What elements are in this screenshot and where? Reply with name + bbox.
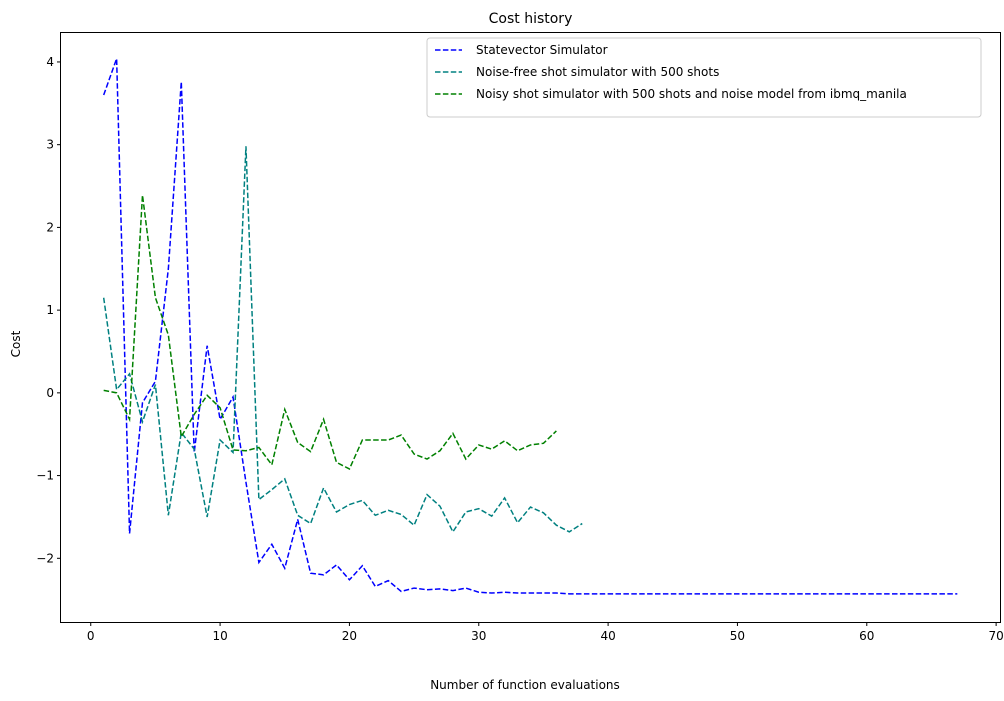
x-tick-label: 10	[212, 629, 227, 643]
x-tick-label: 0	[87, 629, 95, 643]
legend-label-3: Noisy shot simulator with 500 shots and …	[476, 87, 907, 101]
x-tick-label: 30	[471, 629, 486, 643]
series-line-1	[102, 58, 958, 595]
x-tick-label: 50	[730, 629, 745, 643]
plot-series	[102, 58, 958, 595]
chart-title: Cost history	[489, 11, 573, 27]
y-tick-label: −2	[36, 551, 54, 565]
x-axis-label: Number of function evaluations	[430, 678, 620, 692]
y-axis-label: Cost	[9, 330, 23, 357]
y-tick-label: 1	[46, 303, 54, 317]
y-axis-ticks: −2 −1 0 1 2 3 4	[36, 55, 61, 565]
plot-frame	[60, 32, 1001, 623]
series-line-2	[102, 146, 583, 534]
x-tick-label: 40	[600, 629, 615, 643]
x-tick-label: 70	[988, 629, 1003, 643]
legend-label-2: Noise-free shot simulator with 500 shots	[476, 65, 719, 79]
y-tick-label: 2	[46, 220, 54, 234]
legend: Statevector Simulator Noise-free shot sim…	[426, 37, 982, 118]
x-tick-label: 60	[859, 629, 874, 643]
series-line-3	[103, 195, 557, 470]
x-tick-label: 20	[342, 629, 357, 643]
x-axis-ticks: 0 10 20 30 40 50 60 70	[87, 622, 1004, 643]
y-tick-label: 3	[46, 138, 54, 152]
y-tick-label: 4	[46, 55, 54, 69]
legend-label-1: Statevector Simulator	[476, 43, 608, 57]
y-tick-label: 0	[46, 386, 54, 400]
y-tick-label: −1	[36, 469, 54, 483]
legend-box	[426, 37, 982, 118]
